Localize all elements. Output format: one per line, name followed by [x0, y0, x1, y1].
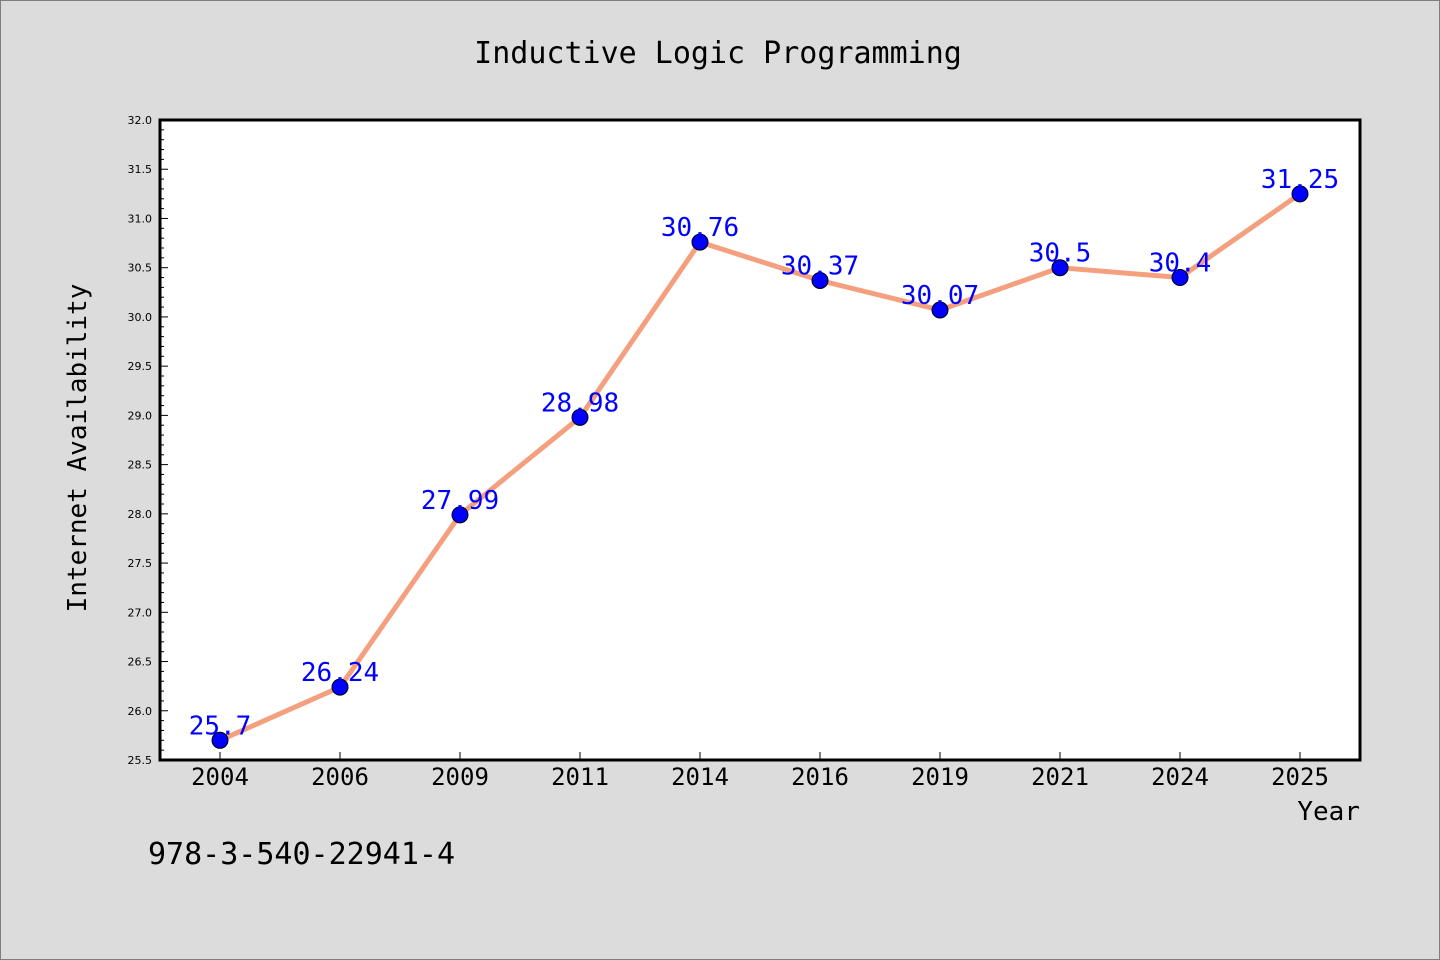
x-tick-label: 2006 — [311, 763, 369, 791]
data-point — [1171, 269, 1189, 287]
y-tick-label: 27.0 — [128, 606, 153, 619]
data-point — [1291, 185, 1309, 203]
data-label-group: 25.7 26.24 27.99 28.98 30.76 30.37 30.07 30.5 30… — [189, 165, 1339, 741]
data-label: 31.25 — [1261, 165, 1339, 195]
data-label: 30.4 — [1149, 249, 1212, 279]
data-label: 28.98 — [541, 388, 619, 418]
y-tick-label: 31.5 — [128, 163, 153, 176]
y-tick-label: 26.5 — [128, 656, 153, 669]
data-label: 30.5 — [1029, 239, 1092, 269]
plot-area — [158, 118, 1362, 762]
y-tick-label: 29.0 — [128, 409, 153, 422]
data-point — [931, 301, 949, 319]
y-axis-label: Internet Availability — [63, 284, 93, 613]
x-axis: 2004 2006 2009 2011 2014 2016 2019 2021 2024 2025 — [191, 752, 1329, 791]
x-tick-label: 2009 — [431, 763, 489, 791]
chart-title: Inductive Logic Programming — [474, 36, 962, 71]
y-tick-label: 25.5 — [128, 754, 153, 767]
x-axis-label: Year — [1297, 797, 1360, 827]
y-tick-label: 28.0 — [128, 508, 153, 521]
data-label: 26.24 — [301, 658, 379, 688]
x-tick-label: 2004 — [191, 763, 249, 791]
data-label: 30.76 — [661, 213, 739, 243]
y-tick-label: 30.0 — [128, 311, 153, 324]
data-point — [1051, 259, 1069, 277]
y-tick-label: 31.0 — [128, 212, 153, 225]
data-point — [691, 233, 709, 251]
y-tick-label: 27.5 — [128, 557, 153, 570]
data-point — [211, 731, 229, 749]
data-label: 25.7 — [189, 711, 252, 741]
data-label: 30.37 — [781, 251, 859, 281]
x-tick-label: 2014 — [671, 763, 729, 791]
y-tick-label: 28.5 — [128, 459, 153, 472]
data-label: 27.99 — [421, 486, 499, 516]
data-label: 30.07 — [901, 281, 979, 311]
data-point — [451, 506, 469, 524]
isbn-text: 978-3-540-22941-4 — [148, 837, 455, 872]
marker-group — [211, 185, 1309, 749]
x-tick-label: 2019 — [911, 763, 969, 791]
x-tick-label: 2011 — [551, 763, 609, 791]
x-tick-label: 2025 — [1271, 763, 1329, 791]
y-tick-label: 30.5 — [128, 262, 153, 275]
x-tick-label: 2021 — [1031, 763, 1089, 791]
data-point — [331, 678, 349, 696]
data-point — [571, 408, 589, 426]
data-point — [811, 271, 829, 289]
x-tick-label: 2016 — [791, 763, 849, 791]
y-tick-label: 32.0 — [128, 114, 153, 127]
y-tick-label: 29.5 — [128, 360, 153, 373]
series-line-group — [217, 191, 1303, 743]
y-axis: 25.5 26.0 26.5 27.0 27.5 28.0 28.5 29.0 29.5 30.0… — [128, 114, 168, 767]
y-tick-label: 26.0 — [128, 705, 153, 718]
x-tick-label: 2024 — [1151, 763, 1209, 791]
series-line — [217, 191, 1303, 743]
